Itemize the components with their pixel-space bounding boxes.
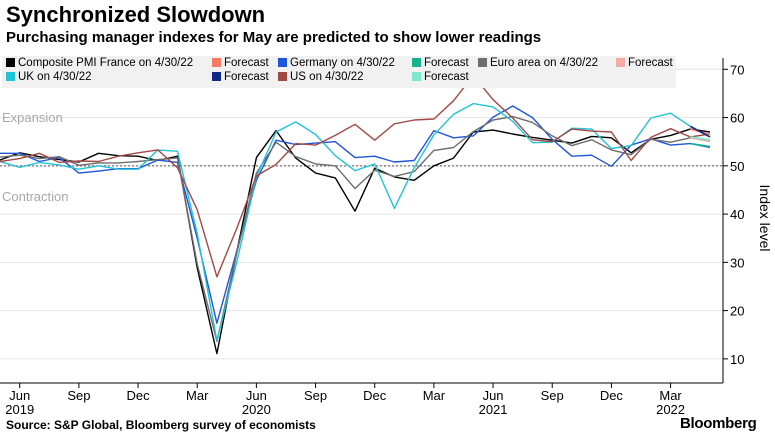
legend-swatch [212,72,221,81]
y-tick-label: 50 [730,159,744,174]
y-tick-label: 40 [730,207,744,222]
legend-swatch [412,58,421,67]
series-line-4 [0,74,711,278]
contraction-label: Contraction [2,189,68,204]
legend-swatch [212,58,221,67]
legend-swatch [616,58,625,67]
grid-layer [0,68,723,360]
y-tick-label: 70 [730,62,744,77]
legend-swatch [412,72,421,81]
forecast-line-4 [690,136,711,141]
x-tick-label: Jun [9,388,30,403]
legend-label: Forecast [224,71,270,83]
legend-label: Forecast [224,57,270,69]
x-tick-label: Mar [423,388,446,403]
x-tick-label: Mar [186,388,209,403]
series-layer [0,74,711,355]
x-year-label: 2022 [656,402,685,417]
x-tick-label: Dec [363,388,387,403]
forecast-line-1 [690,142,711,148]
expansion-label: Expansion [2,110,63,125]
source-note: Source: S&P Global, Bloomberg survey of … [6,418,316,432]
forecast-line-2 [690,137,711,142]
x-tick-label: Mar [659,388,682,403]
annotation-layer: Expansion Contraction [2,110,68,204]
legend-label: Forecast [424,57,470,69]
x-tick-label: Jun [483,388,504,403]
x-tick-label: Dec [600,388,624,403]
y-tick-label: 10 [730,352,744,367]
y-tick-label: 20 [730,304,744,319]
legend-label: Forecast [424,71,470,83]
legend: Composite PMI France on 4/30/22 Forecast G… [2,56,676,88]
legend-swatch [278,72,287,81]
legend-label: UK on 4/30/22 [18,71,92,83]
chart-title: Synchronized Slowdown [6,2,266,27]
x-tick-label: Sep [67,388,90,403]
y-tick-label: 60 [730,111,744,126]
legend-label: Euro area on 4/30/22 [490,57,598,69]
forecast-line-3 [689,125,711,138]
series-line-2 [0,115,711,343]
legend-swatch [278,58,287,67]
legend-label: Composite PMI France on 4/30/22 [18,57,193,69]
chart-subtitle: Purchasing manager indexes for May are p… [6,29,542,46]
y-tick-label: 30 [730,255,744,270]
legend-label: Forecast [628,57,674,69]
legend-swatch [6,58,15,67]
x-tick-label: Sep [541,388,564,403]
x-tick-label: Sep [304,388,327,403]
y-axis-label: Index level [757,185,773,252]
series-line-3 [0,102,711,342]
legend-swatch [478,58,487,67]
bloomberg-logo: Bloomberg [680,415,757,432]
x-year-label: 2021 [479,402,508,417]
series-line-1 [0,105,711,324]
legend-swatch [6,72,15,81]
x-year-label: 2019 [5,402,34,417]
legend-label: US on 4/30/22 [290,71,364,83]
x-year-label: 2020 [242,402,271,417]
x-tick-label: Dec [126,388,150,403]
legend-background [2,56,676,88]
x-tick-label: Jun [246,388,267,403]
legend-label: Germany on 4/30/22 [290,57,395,69]
